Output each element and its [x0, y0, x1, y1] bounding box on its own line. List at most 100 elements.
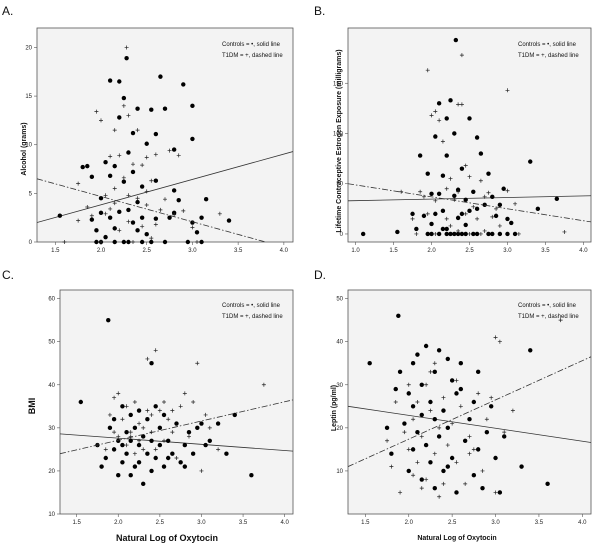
panel-b-controls-point [444, 153, 449, 158]
panel-d-y-tick-label: 50 [336, 297, 343, 303]
panel-d-controls-point [458, 386, 464, 392]
panel-c-controls-point [141, 481, 146, 487]
panel-c-t1dm-point [174, 456, 179, 460]
panel-a-t1dm-point [94, 109, 99, 114]
panel-a-t1dm-point [163, 197, 167, 202]
panel-d-controls-point [545, 481, 550, 487]
panel-a-controls-point [199, 215, 204, 220]
panel-c-t1dm-point [261, 382, 266, 387]
panel-b-controls-point [467, 208, 472, 214]
panel-d-t1dm-point [463, 481, 468, 486]
panel-a-controls-point [98, 196, 104, 201]
panel-c-x-tick-label: 3.0 [197, 520, 206, 526]
panel-a-controls-point [112, 163, 117, 169]
panel-b-y-tick-label: 100 [333, 131, 344, 137]
panel-a-controls-point [190, 220, 195, 225]
panel-d-controls-point [493, 455, 498, 461]
panel-a-controls-point [57, 213, 63, 218]
panel-b-controls-point [505, 216, 510, 222]
panel-b-controls-point [421, 213, 427, 219]
panel-b-x-tick-label: 1.0 [351, 248, 360, 254]
panel-b-controls-point [512, 231, 518, 237]
panel-d-t1dm-point [502, 430, 507, 435]
panel-c-plot-area [59, 289, 294, 515]
panel-a-controls-point [185, 239, 191, 245]
panel-a-t1dm-point [117, 153, 122, 158]
panel-a-controls-point [149, 107, 154, 112]
panel-b-controls-point [478, 151, 484, 156]
panel-d-controls-point [445, 425, 451, 431]
panel-a-controls-point [144, 141, 149, 146]
panel-b-t1dm-point [425, 211, 430, 216]
panel-c-t1dm-point [124, 443, 129, 448]
panel-a-t1dm-point [76, 181, 81, 186]
panel-c-t1dm-point [112, 395, 117, 400]
panel-a-t1dm-point [112, 201, 117, 206]
panel-c-x-axis-title: Natural Log of Oxytocin [116, 533, 218, 543]
panel-d-controls-point [436, 434, 442, 439]
panel-c-controls-point [141, 434, 146, 439]
panel-d-t1dm-point [437, 425, 442, 430]
panel-c-t1dm-point [145, 356, 150, 361]
panel-a-y-tick-label: 10 [25, 143, 32, 149]
panel-a-controls-point [117, 115, 122, 120]
panel-b-controls-point [459, 231, 465, 237]
panel-d-y-axis-title: Leptin (pg/ml) [331, 385, 338, 431]
panel-c-controls-point [174, 421, 179, 426]
panel-b-controls-point [463, 222, 468, 228]
panel-b-t1dm-point [463, 163, 468, 168]
panel-c-controls-point [207, 438, 212, 443]
panel-c-controls-point [145, 417, 150, 422]
panel-a-t1dm-point [144, 189, 149, 194]
panel-c-controls-point [224, 451, 229, 456]
panel-c-t1dm-point [162, 400, 167, 404]
panel-d-t1dm-point [467, 451, 472, 456]
panel-a-t1dm-point [126, 193, 131, 198]
panel-d-t1dm-point [424, 477, 429, 482]
panel-b-y-axis-title: Lifetime Contraceptive Estrogen Exposure… [336, 49, 343, 232]
panel-d-controls-point [454, 490, 459, 495]
panel-d-x-tick-label: 3.5 [535, 520, 544, 526]
panel-d-t1dm-point [402, 430, 407, 435]
panel-b-t1dm-point [494, 206, 499, 211]
panel-c-y-tick-label: 10 [48, 512, 55, 518]
panel-b-y-tick-label: 50 [336, 182, 343, 188]
panel-c-y-tick-label: 60 [48, 297, 55, 303]
panel-b-x-tick-label: 2.5 [465, 248, 474, 254]
panel-a-controls-point [80, 164, 85, 170]
panel-b-controls-point [440, 208, 446, 214]
panel-d-controls-point [436, 348, 442, 353]
panel-c-controls-point [128, 438, 133, 443]
panel-d-controls-point [458, 361, 464, 366]
panel-b-t1dm-point [425, 68, 430, 73]
panel-a-t1dm-point [131, 240, 135, 244]
panel-a-t1dm-point [217, 211, 222, 216]
panel-c-t1dm-point [195, 361, 200, 366]
panel-b-controls-point [444, 231, 449, 237]
panel-c-controls-point [165, 455, 171, 461]
panel-d-controls-point [445, 356, 451, 362]
panel-c-y-tick-label: 20 [48, 469, 55, 475]
panel-d-t1dm-point [445, 443, 450, 448]
panel-a-y-tick-label: 0 [29, 240, 33, 246]
panel-a-legend-t1dm: T1DM = +, dashed line [222, 53, 283, 59]
panel-d-t1dm-point [558, 318, 563, 323]
panel-c-controls-point [178, 460, 183, 465]
panel-a-controls-point [158, 74, 163, 79]
panel-c-t1dm-point [170, 408, 175, 413]
panel-b-x-tick-label: 3.5 [541, 248, 550, 254]
panel-b-t1dm-point [482, 228, 487, 233]
panel-a-controls-point [94, 228, 99, 233]
panel-d-t1dm-point [441, 395, 446, 400]
panel-b-controls-point [455, 231, 461, 237]
panel-c-x-tick-label: 2.0 [114, 520, 123, 526]
panel-a-plot-area [36, 27, 294, 243]
panel-b-t1dm-point [452, 197, 457, 202]
panel-b-controls-point [395, 229, 400, 235]
panel-b-controls-point [493, 213, 499, 219]
panel-a-legend-controls: Controls = •, solid line [222, 42, 281, 48]
panel-a-controls-point [139, 239, 145, 245]
panel-b-t1dm-point [429, 113, 434, 118]
panel-d-controls-point [462, 438, 468, 443]
panel-c-t1dm-point [186, 434, 191, 439]
